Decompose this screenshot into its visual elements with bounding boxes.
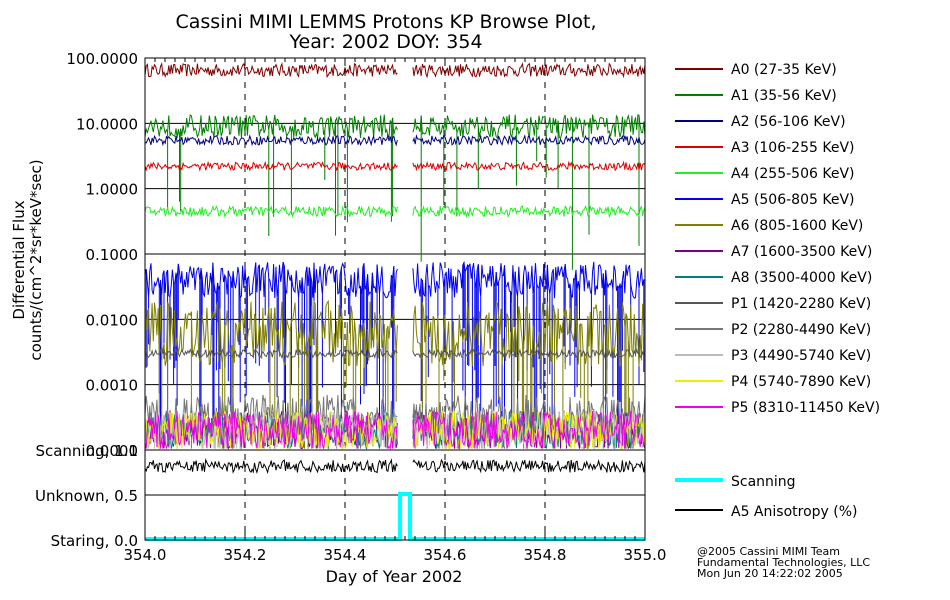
legend-label: P3 (4490-5740 KeV) (731, 348, 871, 364)
series-p1 (144, 347, 646, 359)
series-spikes (167, 115, 640, 270)
legend-label: A2 (56-106 KeV) (731, 114, 846, 130)
x-axis-label: Day of Year 2002 (326, 567, 463, 586)
series-line (144, 409, 646, 451)
series-line (144, 260, 646, 300)
legend-label: P5 (8310-11450 KeV) (731, 400, 880, 416)
legend-label: Scanning (731, 474, 796, 490)
y-axis-label-line-1: Differential Flux (10, 200, 28, 319)
x-tick-label: 354.6 (424, 546, 467, 564)
scan-mode-panel: 354.0 354.2 354.4 354.6 354.8 355.0 Scanning, … (35, 57, 667, 564)
legend-label: P4 (5740-7890 KeV) (731, 374, 871, 390)
x-tick-label: 354.8 (524, 546, 567, 564)
series-a3 (144, 160, 646, 172)
credit-line-2: Fundamental Technologies, LLC (697, 556, 870, 569)
x-tick-label: 354.0 (124, 546, 167, 564)
y-tick-label: 10.0000 (76, 115, 138, 133)
x-tick-label: 355.0 (624, 546, 667, 564)
series-a4 (144, 204, 646, 219)
series-line (144, 347, 646, 359)
scan-tick-label: Unknown, 0.5 (35, 487, 138, 505)
y-tick-label: 100.0000 (66, 50, 138, 68)
series-line (144, 62, 646, 79)
series-line (144, 299, 646, 367)
y-tick-label: 1.0000 (86, 181, 139, 199)
legend-label: A4 (255-506 KeV) (731, 166, 854, 182)
series-line (144, 160, 646, 172)
series-line (144, 113, 646, 140)
series-a6 (144, 299, 646, 449)
y-axis-label-line-2: counts/(cm^2*sr*keV*sec) (27, 159, 45, 360)
scanning-line (145, 492, 645, 541)
series-line (144, 204, 646, 219)
series-a1 (144, 113, 646, 270)
credit-line-3: Mon Jun 20 14:22:02 2005 (697, 567, 843, 580)
y-tick-label: 0.1000 (86, 246, 139, 264)
legend-label: A0 (27-35 KeV) (731, 62, 837, 78)
legend-label: A5 (506-805 KeV) (731, 192, 854, 208)
legend-label: P2 (2280-4490 KeV) (731, 322, 871, 338)
credit-line-1: @2005 Cassini MIMI Team (697, 545, 840, 558)
x-tick-label: 354.2 (224, 546, 267, 564)
y-tick-label: 0.0010 (86, 377, 139, 395)
legend-label: A3 (106-255 KeV) (731, 140, 854, 156)
series-p4 (144, 409, 646, 451)
series-line (144, 133, 646, 147)
legend-label: P1 (1420-2280 KeV) (731, 296, 871, 312)
x-tick-label: 354.4 (324, 546, 367, 564)
anisotropy-line (144, 458, 646, 475)
series-line (144, 410, 646, 451)
y-tick-label: 0.0100 (86, 311, 139, 329)
scan-tick-label: Staring, 0.0 (51, 532, 138, 550)
flux-panel: 100.0000 10.0000 1.0000 0.1000 0.0100 0.0010 0… (66, 50, 646, 540)
chart-title: Cassini MIMI LEMMS Protons KP Browse Plo… (175, 11, 596, 33)
legend-label: A5 Anisotropy (%) (731, 504, 858, 520)
legend-label: A6 (805-1600 KeV) (731, 218, 863, 234)
legend-label: A7 (1600-3500 KeV) (731, 244, 872, 260)
series-a0 (144, 62, 646, 79)
legend: A0 (27-35 KeV) A1 (35-56 KeV) A2 (56-106 K… (675, 62, 880, 520)
scan-tick-label: Scanning, 1.0 (35, 442, 138, 460)
legend-label: A8 (3500-4000 KeV) (731, 270, 872, 286)
series-spikes (146, 302, 634, 449)
chart-subtitle: Year: 2002 DOY: 354 (288, 31, 482, 53)
legend-label: A1 (35-56 KeV) (731, 88, 837, 104)
y-tick-label: 0.0001 (86, 442, 139, 460)
series-a2 (144, 133, 646, 147)
series-spikes (202, 426, 600, 449)
